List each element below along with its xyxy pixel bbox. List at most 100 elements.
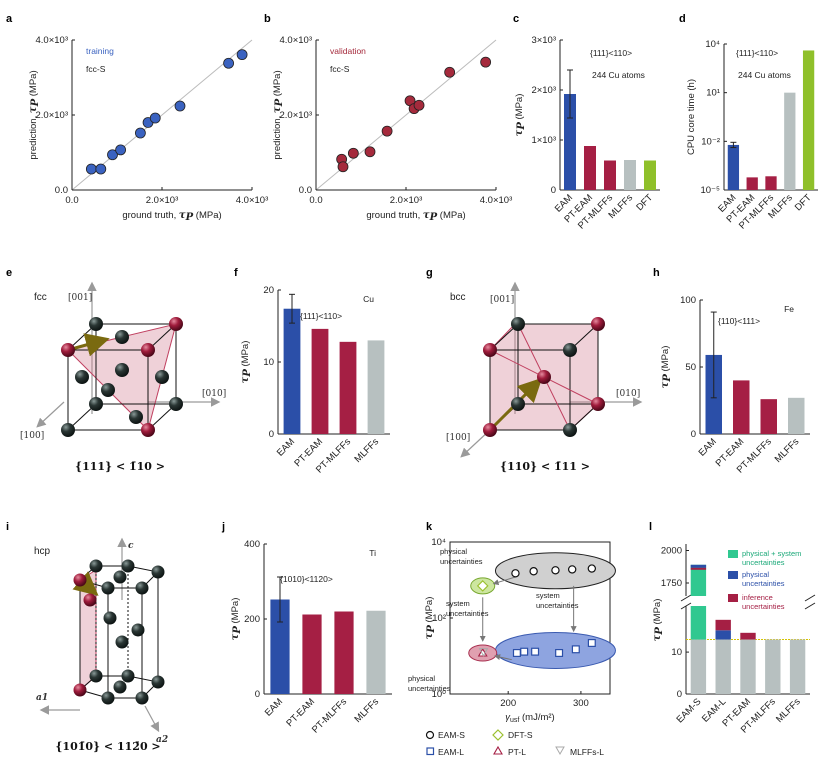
x-tick-label: EAM (263, 696, 285, 718)
bar-inference (740, 632, 756, 640)
annotation-text: physical (408, 674, 435, 683)
data-point-mlffs-l (478, 648, 489, 657)
data-point (107, 149, 118, 161)
fcc-axis-010: [010] (202, 389, 226, 399)
y-tick-label: 10² (432, 613, 446, 624)
y-tick-label: 4.0×10³ (36, 35, 69, 46)
legend-label: uncertainties (742, 579, 785, 588)
legend-label: training (86, 46, 114, 56)
slip-annotation: {1010}<1120> (280, 574, 333, 584)
bar (746, 177, 758, 190)
bar (366, 610, 386, 694)
bar (765, 176, 777, 190)
data-point (444, 66, 456, 78)
panel-label-f: f (234, 267, 238, 279)
y-tick-label: 10⁻² (701, 136, 720, 147)
fcc-axis-001: [001] (68, 293, 92, 303)
y-tick-label: 2×10³ (531, 85, 556, 96)
bar-base (715, 639, 731, 694)
atoms-annotation: 244 Cu atoms (738, 70, 791, 80)
bar (334, 611, 354, 694)
legend-label-eam-l: EAM-L (438, 747, 464, 757)
data-point (236, 49, 248, 61)
panel-label-i: i (6, 521, 9, 533)
legend-label: uncertainties (742, 558, 785, 567)
bcc-atoms (483, 317, 605, 437)
data-point (115, 144, 126, 156)
hcp-structure: hcp c a1 a2 (34, 537, 168, 753)
fcc-label: fcc (34, 292, 47, 303)
slip-annotation: {111}<110> (736, 48, 778, 58)
y-axis-label: τP (MPa) (424, 597, 437, 640)
data-point (480, 56, 492, 68)
axis-break (804, 594, 816, 602)
fcc-slip-system: {111} < 1̄10 > (75, 460, 165, 473)
slip-annotation: {110}<111> (718, 316, 760, 326)
y-tick-label: 400 (244, 539, 260, 550)
data-point (364, 146, 376, 158)
chart-k: physicaluncertaintiessystemuncertainties… (408, 537, 616, 757)
data-point (381, 125, 393, 137)
legend-marker-eam-s (425, 730, 435, 740)
y-axis-label: prediction, τP (MPa) (272, 70, 285, 159)
hcp-slip-system: {101̄0} < 112̄0 > (55, 740, 160, 753)
bar (339, 341, 357, 434)
panel-label-k: k (426, 521, 433, 533)
y-tick-label: 10⁴ (431, 537, 446, 548)
legend-marker-eam-l (426, 747, 435, 756)
element-label: Cu (363, 294, 374, 304)
legend-l: physical + systemuncertaintiesphysicalun… (728, 549, 801, 611)
x-axis-label: γusf (mJ/m²) (505, 712, 554, 724)
bar (733, 380, 750, 434)
arrow (494, 654, 512, 661)
data-point (347, 147, 359, 159)
legend-label-mlffs-l: MLFFs-L (570, 747, 604, 757)
y-tick-label: 10⁰ (432, 689, 447, 700)
bar (727, 144, 740, 190)
data-point-eam-l (531, 647, 540, 656)
bar-inference (715, 619, 731, 631)
annotation-text: uncertainties (446, 609, 489, 618)
slip-annotation: {111}<110> (300, 311, 342, 321)
y-tick-label: 10⁴ (705, 39, 720, 50)
bar (784, 92, 796, 190)
y-tick-label: 0.0 (55, 185, 68, 196)
panel-label-d: d (679, 13, 686, 25)
y-tick-label: 0 (691, 429, 696, 440)
data-point-eam-s (529, 567, 538, 576)
annotation-text: uncertainties (440, 557, 483, 566)
bar (788, 397, 805, 434)
bar (802, 50, 815, 190)
bar (270, 599, 290, 694)
y-axis-label: τP (MPa) (240, 341, 253, 384)
data-point (223, 57, 235, 69)
slip-annotation: {111}<110> (590, 48, 632, 58)
legend-label-pt-l: PT-L (508, 747, 526, 757)
y-tick-label: 0 (677, 689, 682, 700)
y-tick-label: 10⁻⁵ (700, 185, 720, 196)
y-tick-label: 100 (680, 295, 696, 306)
data-point (174, 100, 186, 112)
legend-label: validation (330, 46, 366, 56)
bcc-structure: [001] [010] [100] {110} < 1̄11 > bcc (446, 281, 643, 473)
x-tick-label: 0.0 (65, 195, 78, 206)
axis-break (804, 602, 816, 610)
panel-label-a: a (6, 13, 13, 25)
bar (644, 160, 656, 190)
bar-physical-system-upper (690, 564, 707, 596)
x-tick-label: 4.0×10³ (236, 195, 269, 206)
panel-label-e: e (6, 267, 12, 279)
data-point-eam-l (571, 645, 580, 654)
bar (302, 614, 322, 694)
element-label: Fe (784, 304, 794, 314)
y-tick-label: 0 (551, 185, 556, 196)
x-tick-label: 300 (573, 698, 589, 709)
legend-label: physical + system (742, 549, 801, 558)
y-tick-label: 0 (269, 429, 274, 440)
y-axis-label: τP (MPa) (660, 346, 673, 389)
x-axis-label: ground truth, τP (MPa) (366, 210, 465, 223)
chart-a: 0.00.0 2.0×10³ 2.0×10³ 4.0×10³ 4.0×10³ traini… (28, 35, 268, 223)
data-point (337, 161, 349, 173)
